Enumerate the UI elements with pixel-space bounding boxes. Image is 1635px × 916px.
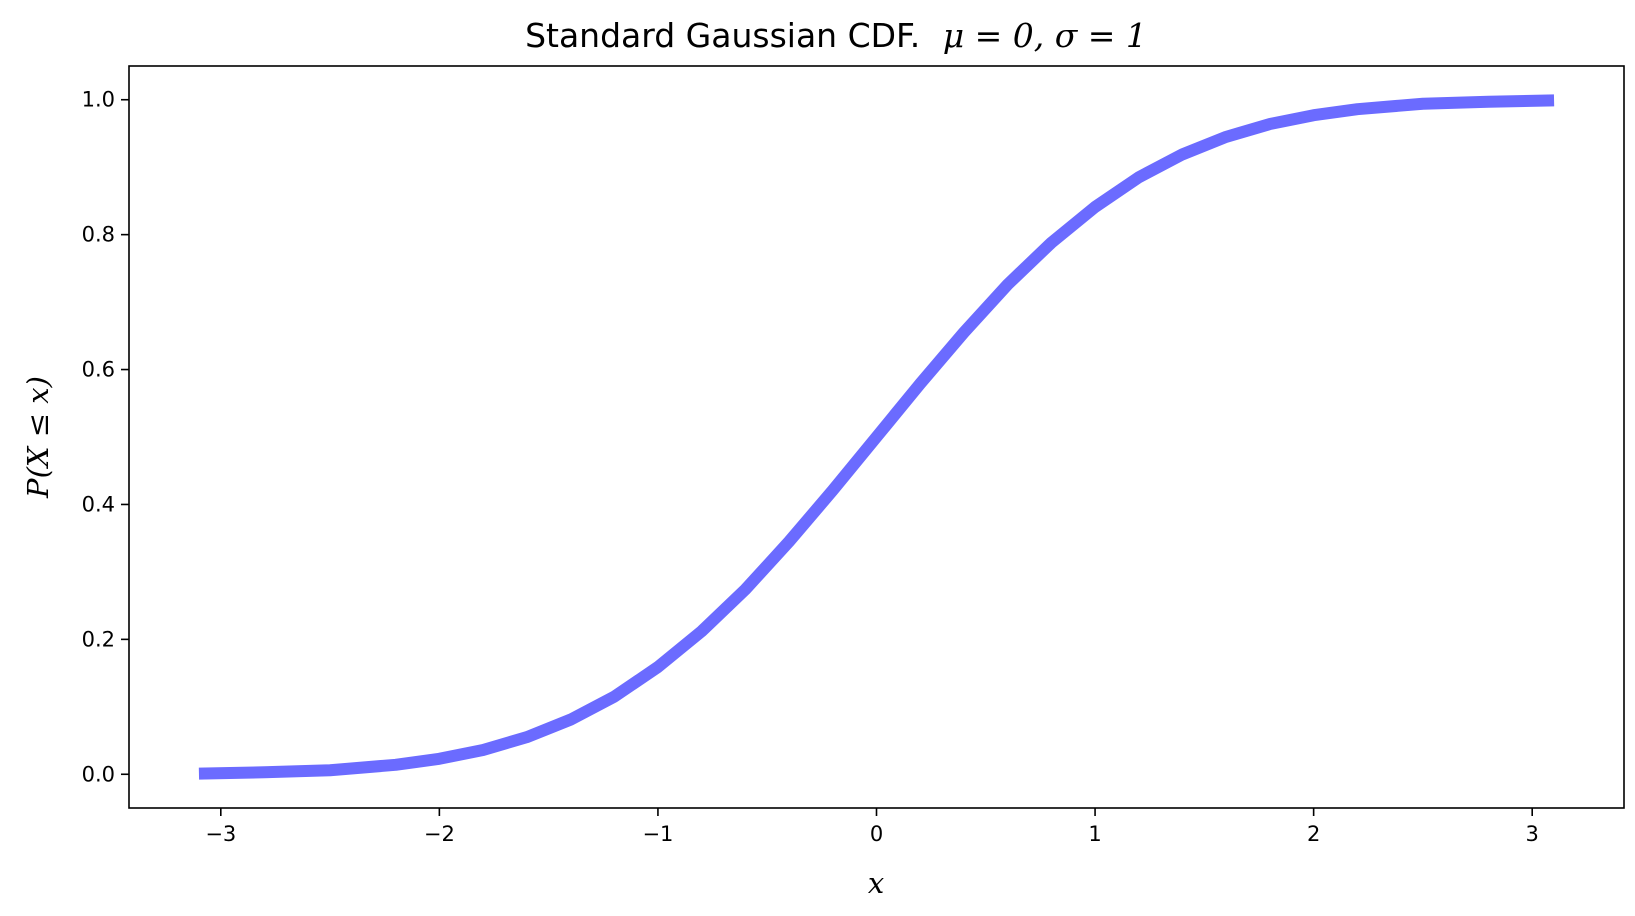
x-axis-label: x [868,866,884,900]
x-tick-label: −1 [642,822,673,846]
series-line-0 [198,94,1555,780]
y-tick-label: 0.4 [82,492,115,516]
y-tick-label: 0.8 [82,223,115,247]
series-layer [198,94,1555,780]
x-tick-label: 0 [870,822,883,846]
chart-title-math: μ = 0, σ = 1 [943,16,1147,55]
chart-title-prefix: Standard Gaussian CDF. [525,16,920,55]
y-axis-label: P(X ≤ x) [21,376,55,499]
y-tick-label: 0.2 [82,627,115,651]
y-tick-label: 1.0 [82,88,115,112]
x-tick-label: −3 [205,822,236,846]
x-tick-label: 2 [1307,822,1320,846]
x-tick-label: 3 [1526,822,1539,846]
chart-title: Standard Gaussian CDF. μ = 0, σ = 1 [525,16,1147,55]
x-tick-label: 1 [1088,822,1101,846]
x-axis-ticks: −3 −2 −1 0 1 2 3 [205,808,1539,846]
y-tick-label: 0.6 [82,358,115,382]
y-tick-label: 0.0 [82,762,115,786]
x-tick-label: −2 [424,822,455,846]
y-axis-ticks: 0.0 0.2 0.4 0.6 0.8 1.0 [82,88,129,786]
